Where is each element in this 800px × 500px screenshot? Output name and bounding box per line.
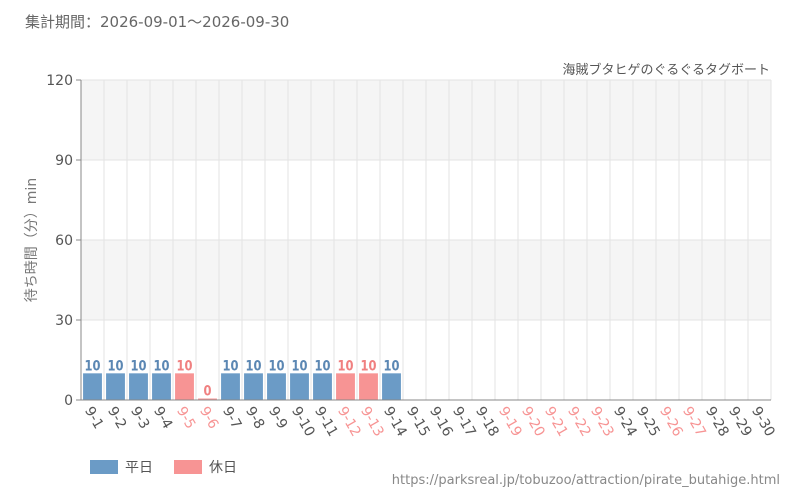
x-tick-label: 9-26 <box>656 404 686 440</box>
x-tick-label: 9-25 <box>633 404 663 440</box>
bar <box>290 373 309 400</box>
x-tick-label: 9-30 <box>748 404 778 440</box>
y-tick-label: 0 <box>64 393 73 409</box>
legend-weekday-label: 平日 <box>125 460 153 476</box>
data-label: 10 <box>223 358 239 374</box>
bar <box>244 373 263 400</box>
value-labels-group: 10 10 10 10 10 0 10 10 10 10 10 10 10 10 <box>85 358 400 399</box>
x-tick-label: 9-21 <box>541 404 571 440</box>
bar <box>152 373 171 400</box>
x-tick-label: 9-11 <box>311 404 341 440</box>
data-label: 10 <box>315 358 331 374</box>
x-tick-label: 9-14 <box>380 404 410 440</box>
x-tick-label: 9-20 <box>518 404 548 440</box>
legend-holiday: 休日 <box>174 458 237 476</box>
x-tick-label: 9-6 <box>196 404 221 432</box>
legend-holiday-swatch <box>174 460 202 474</box>
x-tick-label: 9-2 <box>104 404 129 432</box>
x-tick-label: 9-10 <box>288 404 318 440</box>
data-label: 10 <box>361 358 377 374</box>
period-text: 集計期間：2026-09-01～2026-09-30 <box>25 13 290 31</box>
y-tick-label: 120 <box>46 73 73 89</box>
data-label: 10 <box>108 358 124 374</box>
x-tick-label: 9-23 <box>587 404 617 440</box>
legend-holiday-label: 休日 <box>209 460 237 476</box>
x-tick-label: 9-27 <box>679 404 709 440</box>
x-tick-label: 9-24 <box>610 404 640 440</box>
bars-group <box>83 373 401 400</box>
x-tick-label: 9-19 <box>495 404 525 440</box>
data-label: 10 <box>246 358 262 374</box>
source-url: https://parksreal.jp/tobuzoo/attraction/… <box>391 473 780 488</box>
data-label: 10 <box>292 358 308 374</box>
y-axis: 0 30 60 90 120 <box>46 73 771 409</box>
legend-weekday: 平日 <box>90 458 153 476</box>
x-tick-label: 9-22 <box>564 404 594 440</box>
y-tick-label: 90 <box>55 153 73 169</box>
bar <box>129 373 148 400</box>
x-tick-label: 9-15 <box>403 404 433 440</box>
y-axis-label: 待ち時間（分）min <box>24 178 40 302</box>
legend-weekday-swatch <box>90 460 118 474</box>
bar <box>175 373 194 400</box>
bar <box>83 373 102 400</box>
x-tick-label: 9-18 <box>472 404 502 440</box>
x-tick-label: 9-1 <box>81 404 106 432</box>
y-tick-label: 30 <box>55 313 73 329</box>
data-label: 10 <box>131 358 147 374</box>
data-label: 10 <box>338 358 354 374</box>
x-tick-label: 9-17 <box>449 404 479 440</box>
data-label: 10 <box>269 358 285 374</box>
data-label: 10 <box>154 358 170 374</box>
x-tick-label: 9-7 <box>219 404 244 432</box>
bar <box>382 373 401 400</box>
bar <box>106 373 125 400</box>
x-tick-label: 9-13 <box>357 404 387 440</box>
data-label: 10 <box>384 358 400 374</box>
bar <box>198 398 217 400</box>
x-tick-labels: 9-19-29-39-49-59-69-79-89-99-109-119-129… <box>81 404 778 440</box>
bar <box>359 373 378 400</box>
bar <box>267 373 286 400</box>
x-tick-label: 9-5 <box>173 404 198 432</box>
x-tick-label: 9-8 <box>242 404 267 432</box>
x-tick-label: 9-12 <box>334 404 364 440</box>
x-tick-label: 9-3 <box>127 404 152 432</box>
bar <box>313 373 332 400</box>
bar <box>221 373 240 400</box>
chart-title: 海賊ブタヒゲのぐるぐるタグボート <box>563 62 770 78</box>
x-tick-label: 9-9 <box>265 404 290 432</box>
data-label: 10 <box>177 358 193 374</box>
data-label: 10 <box>85 358 101 374</box>
data-label: 0 <box>204 384 212 400</box>
x-tick-label: 9-29 <box>725 404 755 440</box>
x-tick-label: 9-16 <box>426 404 456 440</box>
x-tick-label: 9-28 <box>702 404 732 440</box>
x-tick-label: 9-4 <box>150 404 175 432</box>
y-tick-label: 60 <box>55 233 73 249</box>
bar <box>336 373 355 400</box>
